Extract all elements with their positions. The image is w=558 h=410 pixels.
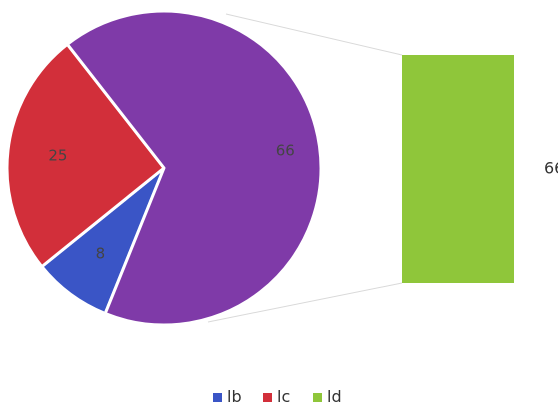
legend-label-ld: ld — [327, 387, 342, 406]
connector-lines — [207, 13, 403, 323]
bar-segment-label-ld: 66 — [544, 159, 558, 178]
pie-slice-lc — [5, 42, 166, 269]
legend-label-lc: lc — [277, 387, 290, 406]
pie-slice-label-lb: 8 — [96, 244, 106, 262]
legend-swatch-ld — [313, 393, 322, 402]
bar-labels: 66 — [544, 159, 558, 178]
legend-label-lb: lb — [227, 387, 242, 406]
pie-slice-ld — [65, 9, 323, 327]
pie — [5, 9, 323, 327]
legend-item-lc: lc — [263, 387, 290, 406]
connector-line-bottom — [207, 282, 403, 323]
legend-swatch-lb — [213, 393, 222, 402]
bar-stack — [402, 55, 514, 283]
legend-item-ld: ld — [313, 387, 342, 406]
legend: lb lc ld — [213, 387, 342, 406]
pie-slice-label-lc: 25 — [48, 146, 67, 164]
connector-line-top — [225, 13, 403, 56]
pie-labels: 8 25 66 — [48, 142, 294, 263]
legend-swatch-lc — [263, 393, 272, 402]
bar-segment-ld — [402, 55, 514, 283]
legend-item-lb: lb — [213, 387, 242, 406]
pie-slice-label-ld: 66 — [276, 142, 295, 160]
